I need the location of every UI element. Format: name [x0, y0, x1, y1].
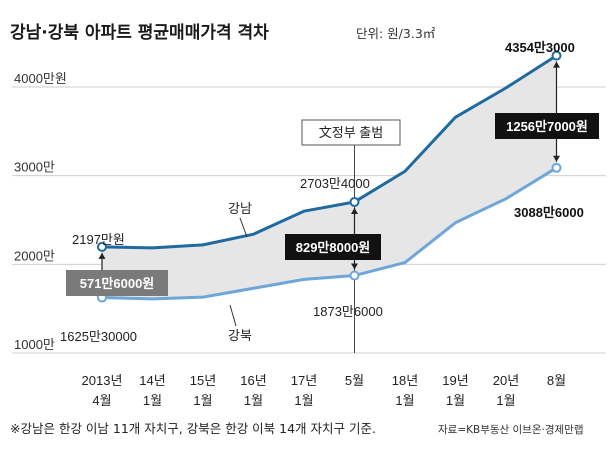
chart-title: 강남·강북 아파트 평균매매가격 격차	[10, 23, 269, 43]
x-tick-label: 8월	[547, 373, 566, 388]
y-tick-label: 2000만	[14, 248, 55, 263]
gap-arrowhead	[553, 61, 560, 68]
gap-label-start: 571만6000원	[80, 276, 155, 291]
label-gangbuk-end: 3088만6000	[514, 205, 584, 220]
series-label-gangbuk: 강북	[228, 328, 252, 343]
data-point	[349, 270, 360, 281]
data-point	[349, 196, 360, 207]
series-leader-gangbuk	[229, 304, 237, 327]
x-tick-label: 5월	[345, 373, 364, 388]
label-gangbuk-mid: 1873만6000	[313, 304, 383, 319]
label-gangnam-start: 2197만원	[72, 232, 125, 247]
annotation-box	[301, 119, 401, 146]
x-tick-label: 20년 1월	[493, 373, 519, 408]
x-tick-label: 18년 1월	[392, 373, 418, 408]
data-point	[551, 50, 562, 61]
y-tick-label: 1000만	[14, 337, 55, 352]
series-leader-gangnam	[239, 217, 248, 238]
series-line-gangbuk	[101, 166, 558, 301]
gap-label-mid: 829만8000원	[296, 240, 371, 255]
y-tick-label: 4000만원	[14, 71, 67, 86]
series-line-gangnam	[101, 54, 558, 250]
y-axis-ticks: 1000만 2000만 3000만 4000만원	[14, 71, 67, 352]
x-axis-ticks: 2013년 4월 14년 1월 15년 1월 16년 1월 17년 1월 5월 18년 1월 19년 1월 2…	[82, 373, 567, 408]
x-tick-label: 16년 1월	[240, 373, 266, 408]
annotation-label: 文정부 출범	[319, 125, 383, 140]
series-label-gangnam: 강남	[228, 201, 252, 216]
unit-label: 단위: 원/3.3㎡	[356, 26, 436, 41]
gap-arrowhead	[351, 263, 358, 270]
label-gangnam-mid: 2703만4000	[300, 176, 370, 191]
source: 자료=KB부동산 이브온·경제만랩	[438, 423, 583, 436]
data-points	[97, 50, 562, 303]
gap-label-end: 1256만7000원	[506, 119, 588, 134]
gap-arrowhead	[351, 207, 358, 214]
y-tick-label: 3000만	[14, 160, 55, 175]
x-tick-label: 19년 1월	[442, 373, 468, 408]
label-gangbuk-start: 1625만30000	[60, 329, 137, 344]
gap-box-end	[495, 113, 599, 139]
data-point	[551, 162, 562, 173]
gap-box-mid	[285, 234, 381, 260]
gap-box-start	[66, 270, 168, 296]
x-tick-label: 15년 1월	[190, 373, 216, 408]
gap-arrowhead	[553, 155, 560, 162]
x-tick-label: 17년 1월	[291, 373, 317, 408]
footnote: ※강남은 한강 이남 11개 자치구, 강북은 한강 이북 14개 자치구 기준…	[10, 421, 376, 436]
x-tick-label: 14년 1월	[139, 373, 165, 408]
label-gangnam-end: 4354만3000	[505, 40, 575, 55]
x-tick-label: 2013년 4월	[82, 373, 123, 408]
data-point	[97, 241, 107, 252]
gap-arrowhead	[98, 252, 106, 259]
